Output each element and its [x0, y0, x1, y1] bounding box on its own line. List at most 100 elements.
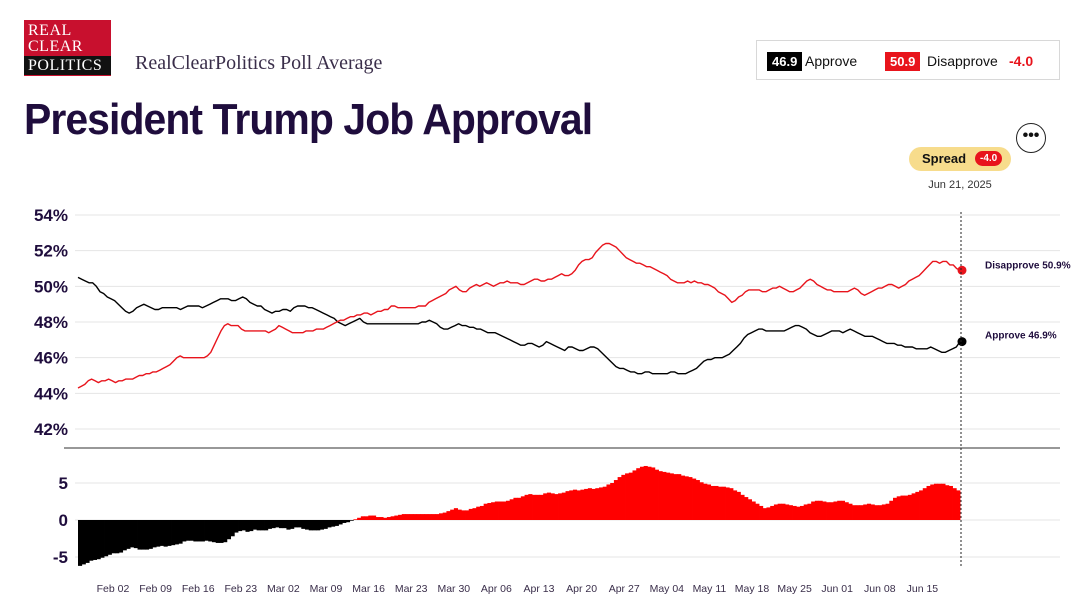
spread-bar [532, 494, 537, 520]
spread-bar [643, 465, 648, 520]
spread-bar [654, 469, 659, 520]
spread-bar [412, 514, 418, 520]
spread-bar [937, 483, 942, 520]
spread-bar [773, 504, 779, 520]
spread-bar [781, 503, 786, 520]
spread-bar [178, 520, 183, 544]
disapprove-end-label: Disapprove 50.9% [985, 260, 1071, 271]
spread-bar [692, 478, 697, 520]
spread-bar [517, 497, 522, 520]
spread-bar [625, 473, 630, 520]
y-tick-label: 48% [34, 313, 68, 332]
x-tick-label: Feb 23 [224, 583, 257, 595]
spread-bar [312, 520, 317, 531]
spread-bar [357, 517, 362, 520]
spread-bar [777, 503, 782, 520]
disapprove-value-badge: 50.9 [885, 52, 921, 71]
spread-bar [680, 475, 686, 520]
spread-bar [837, 500, 842, 520]
spread-bar [345, 520, 351, 523]
x-tick-label: Apr 06 [481, 583, 512, 595]
spread-bar [197, 520, 202, 542]
x-tick-label: Jun 15 [907, 583, 939, 595]
y-tick-label: 54% [34, 206, 68, 225]
spread-bar [606, 484, 611, 520]
spread-bar [379, 517, 384, 520]
spread-bar [766, 507, 771, 520]
spread-bar [122, 520, 127, 551]
spread-bar [115, 520, 120, 554]
spread-badge: Spread -4.0 [909, 147, 1011, 171]
approve-end-dot [957, 337, 967, 347]
spread-bar [100, 520, 105, 558]
spread-bar [814, 500, 819, 520]
approve-end-label: Approve 46.9% [985, 331, 1057, 342]
spread-bar [558, 493, 563, 520]
spread-bar [107, 520, 112, 555]
disapprove-line [77, 242, 961, 389]
spread-bar [438, 513, 444, 520]
spread-bar [505, 500, 511, 520]
spread-bar [673, 474, 678, 520]
spread-bar [424, 514, 429, 520]
x-tick-label: Mar 23 [395, 583, 428, 595]
spread-bar [956, 490, 961, 520]
spread-badge-value: -4.0 [975, 151, 1003, 166]
spread-bar [736, 491, 741, 520]
spread-bar [245, 520, 250, 532]
spread-bar [465, 510, 470, 520]
spread-bar [234, 520, 239, 533]
spread-bar [353, 519, 358, 520]
spread-bar [193, 520, 198, 542]
spread-bar [185, 520, 191, 541]
legend-spread-value: -4.0 [1009, 53, 1034, 69]
legend-summary: 46.9 Approve 50.9 Disapprove -4.0 [756, 40, 1060, 80]
spread-bar [271, 520, 276, 529]
spread-bar [870, 504, 875, 520]
spread-bar [513, 497, 518, 520]
spread-bar [215, 520, 220, 543]
spread-bar [632, 470, 637, 520]
spread-bar [941, 483, 946, 520]
x-tick-label: Mar 30 [437, 583, 470, 595]
spread-bar [744, 497, 749, 520]
spread-bar [524, 494, 529, 520]
spread-bar [799, 505, 805, 520]
spread-bar [740, 494, 745, 520]
spread-bar [446, 511, 451, 520]
spread-bar [211, 520, 217, 543]
spread-bar [788, 505, 793, 520]
spread-bar [911, 493, 916, 520]
rcp-logo[interactable]: REAL CLEAR POLITICS [24, 20, 111, 76]
spread-bar [759, 505, 764, 520]
spread-bar [278, 520, 284, 529]
more-options-button[interactable]: ••• [1016, 123, 1046, 153]
spread-bar [881, 504, 886, 520]
spread-bar [372, 515, 377, 520]
spread-bar [152, 520, 157, 548]
x-tick-label: May 25 [777, 583, 812, 595]
spread-bar [677, 474, 682, 520]
spread-bar [375, 517, 380, 520]
spread-bar [576, 490, 581, 520]
approve-line [77, 276, 961, 375]
spread-bar [859, 505, 864, 520]
spread-bar [133, 520, 138, 549]
spread-bar [613, 480, 619, 520]
spread-bar [919, 490, 924, 520]
spread-bar [639, 466, 645, 520]
spread-tick-label: 5 [59, 474, 68, 493]
spread-bar [256, 520, 261, 531]
spread-bar [331, 520, 336, 527]
spread-bar [706, 484, 712, 520]
spread-bar [174, 520, 179, 545]
spread-bar [591, 488, 596, 520]
spread-bar [89, 520, 94, 561]
spread-bar [833, 501, 838, 520]
spread-bar [148, 520, 153, 549]
spread-bar [930, 484, 935, 520]
spread-bar [286, 520, 291, 530]
spread-bar [915, 491, 920, 520]
spread-bar [695, 480, 700, 520]
